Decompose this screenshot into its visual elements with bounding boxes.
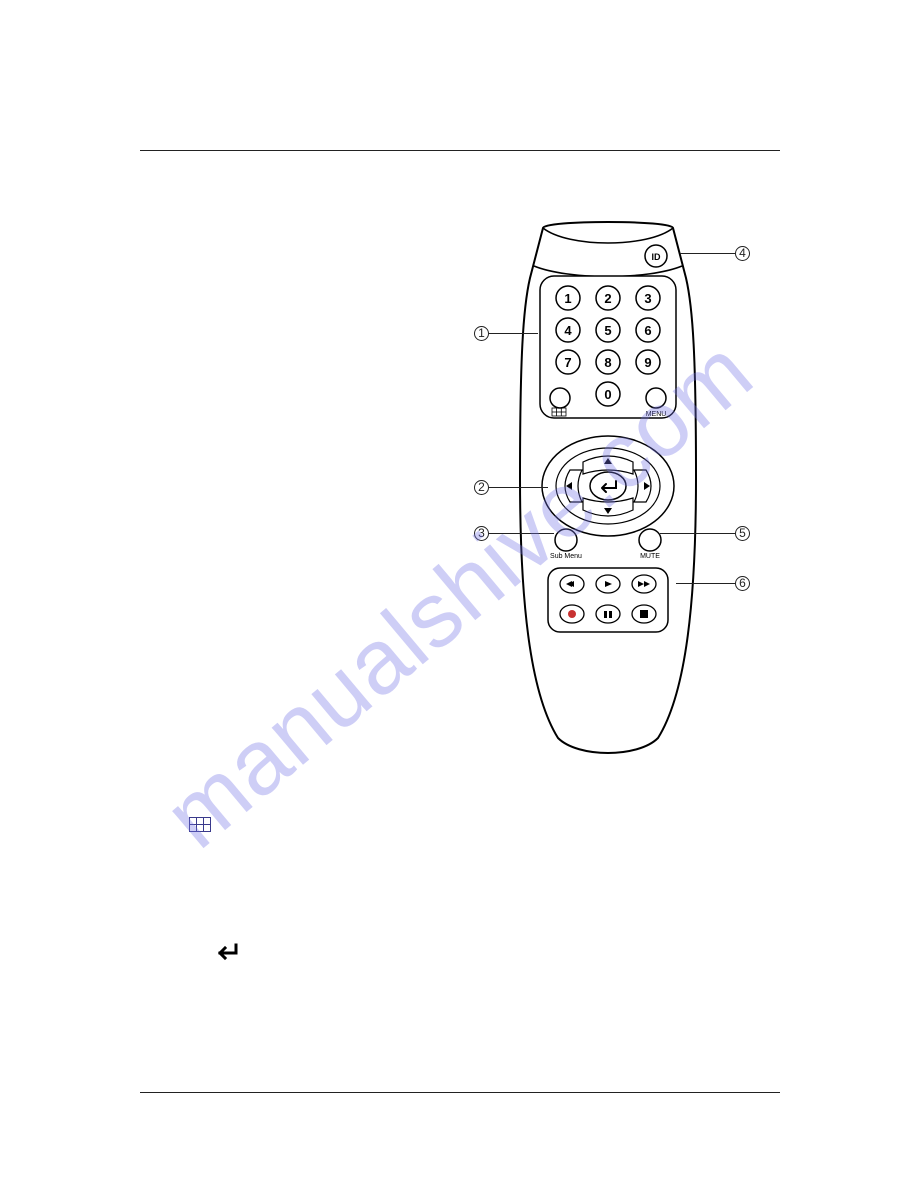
mute-label: MUTE — [640, 553, 660, 560]
top-divider — [140, 150, 780, 151]
svg-text:1: 1 — [564, 291, 571, 306]
callout-line-6 — [676, 583, 735, 584]
callout-line-4 — [680, 253, 735, 254]
bottom-divider — [140, 1092, 780, 1093]
callout-6: 6 — [735, 576, 750, 591]
callout-3: 3 — [474, 526, 489, 541]
svg-text:3: 3 — [644, 291, 651, 306]
svg-text:9: 9 — [644, 355, 651, 370]
svg-text:5: 5 — [604, 323, 611, 338]
callout-line-3 — [489, 533, 554, 534]
callout-line-1 — [489, 333, 538, 334]
svg-text:6: 6 — [644, 323, 651, 338]
svg-text:4: 4 — [564, 323, 572, 338]
callout-line-5 — [660, 533, 735, 534]
svg-text:0: 0 — [604, 387, 611, 402]
callout-4: 4 — [735, 246, 750, 261]
svg-text:7: 7 — [564, 355, 571, 370]
callout-5: 5 — [735, 526, 750, 541]
callout-1: 1 — [474, 326, 489, 341]
menu-label: MENU — [646, 411, 667, 418]
svg-text:2: 2 — [604, 291, 611, 306]
grid-icon — [189, 817, 211, 832]
callout-line-2 — [489, 487, 548, 488]
enter-icon — [214, 943, 242, 961]
id-label: ID — [652, 252, 662, 262]
submenu-label: Sub Menu — [550, 553, 582, 560]
svg-text:8: 8 — [604, 355, 611, 370]
callout-2: 2 — [474, 480, 489, 495]
